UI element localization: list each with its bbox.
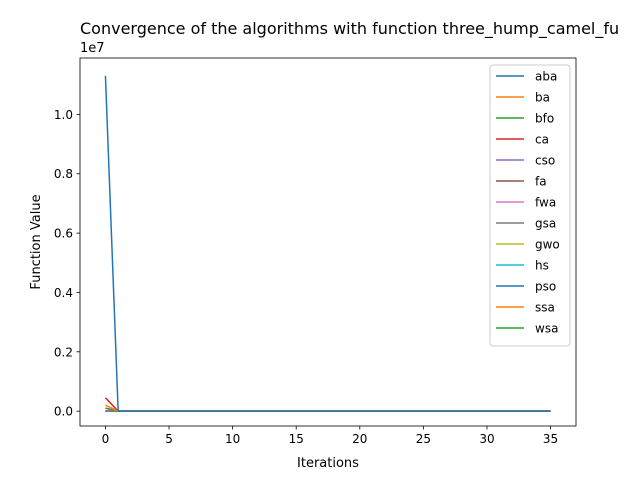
legend-label-bfo: bfo: [535, 112, 554, 126]
y-tick-label: 0.6: [54, 227, 73, 241]
y-offset-label: 1e7: [80, 41, 105, 56]
legend-label-gwo: gwo: [535, 238, 560, 252]
legend-label-ssa: ssa: [535, 301, 555, 315]
chart-title: Convergence of the algorithms with funct…: [80, 19, 619, 39]
legend-label-cso: cso: [535, 154, 555, 168]
x-tick-label: 30: [479, 432, 494, 446]
legend-label-ca: ca: [535, 133, 549, 147]
x-tick-label: 5: [165, 432, 173, 446]
x-tick-label: 0: [102, 432, 110, 446]
series-line-aba: [104, 75, 551, 412]
legend-label-fa: fa: [535, 175, 547, 189]
x-axis-label: Iterations: [297, 456, 359, 471]
series-line-ca: [104, 397, 551, 412]
plot-area: [79, 57, 577, 427]
legend-box: [489, 64, 571, 347]
legend-label-pso: pso: [535, 280, 556, 294]
axes-frame: [79, 57, 577, 427]
legend-label-gsa: gsa: [535, 217, 556, 231]
y-tick-label: 0.4: [54, 286, 73, 300]
y-axis-ticks: 0.0 0.2 0.4 0.6 0.8 1.0: [54, 108, 80, 419]
x-tick-label: 35: [543, 432, 558, 446]
y-tick-label: 0.8: [54, 167, 73, 181]
series-line-ba: [105, 404, 551, 412]
y-axis-label: Function Value: [29, 194, 44, 289]
x-tick-label: 25: [416, 432, 431, 446]
legend-label-ba: ba: [535, 91, 550, 105]
x-tick-label: 15: [289, 432, 304, 446]
x-tick-label: 20: [352, 432, 367, 446]
legend-label-hs: hs: [535, 259, 549, 273]
legend-label-fwa: fwa: [535, 196, 556, 210]
x-tick-label: 10: [225, 432, 240, 446]
legend-label-wsa: wsa: [535, 322, 558, 336]
legend-label-aba: aba: [535, 70, 557, 84]
y-tick-label: 0.0: [54, 405, 73, 419]
y-tick-label: 1.0: [54, 108, 73, 122]
legend: aba ba bfo ca cso fa fwa gsa gwo hs pso ssa wsa: [489, 64, 571, 347]
x-axis-ticks: 0 5 10 15 20 25 30 35: [102, 426, 558, 446]
y-tick-label: 0.2: [54, 345, 73, 359]
